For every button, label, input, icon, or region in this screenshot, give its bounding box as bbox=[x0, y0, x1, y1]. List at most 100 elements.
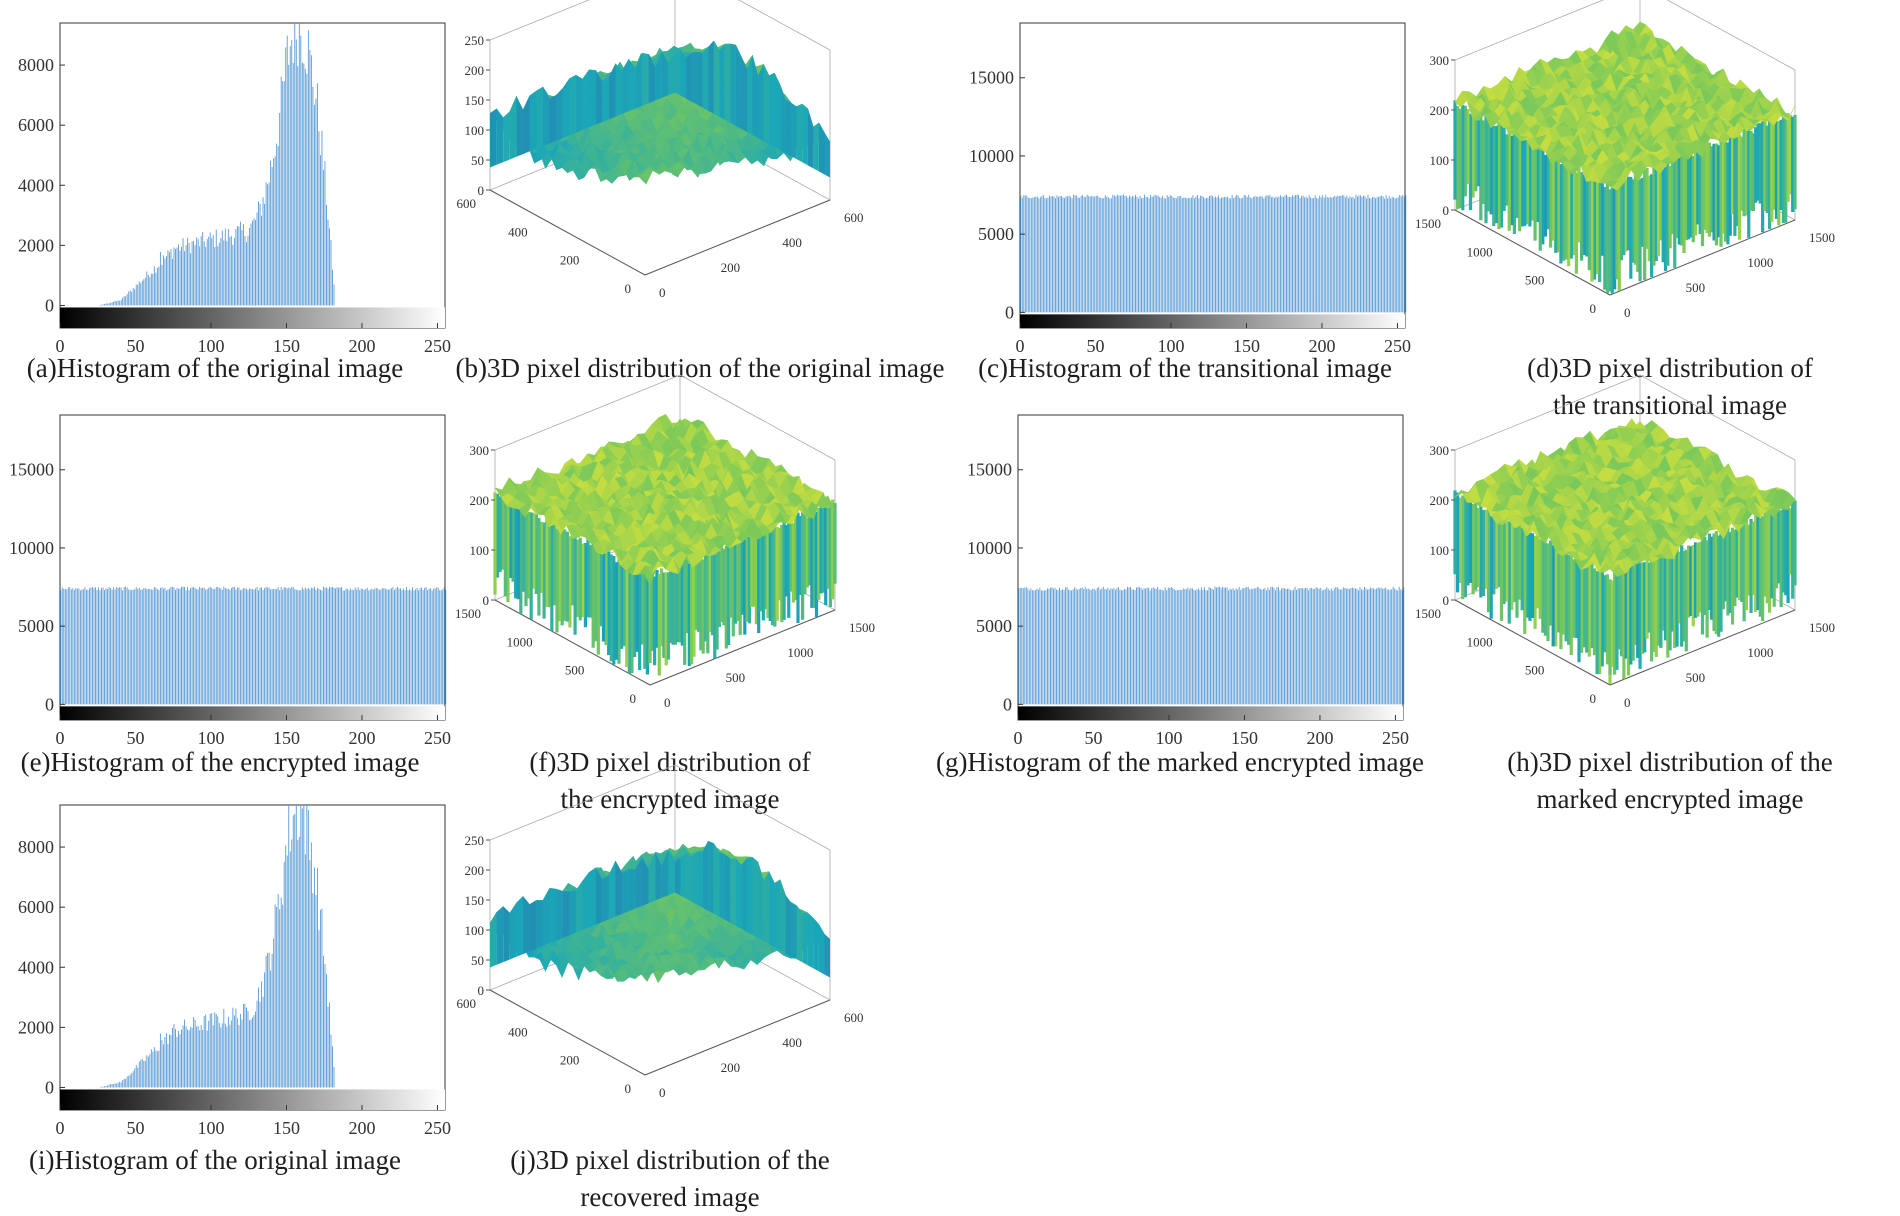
y-axis-tick-label: 1500 bbox=[849, 620, 875, 635]
caption-h-line-1: (h)3D pixel distribution of the bbox=[1507, 747, 1832, 777]
caption-d: (d)3D pixel distribution of the transitio… bbox=[1460, 350, 1880, 424]
y-tick-label: 8000 bbox=[18, 55, 54, 75]
y-axis-tick-label: 600 bbox=[844, 1010, 864, 1025]
x-tick-label: 0 bbox=[56, 1118, 65, 1138]
y-tick-label: 10000 bbox=[967, 538, 1012, 558]
y-axis-tick-label: 500 bbox=[1686, 670, 1706, 685]
caption-a: (a)Histogram of the original image bbox=[5, 350, 425, 387]
y-axis-tick-label: 0 bbox=[1624, 695, 1631, 710]
caption-b-line-1: (b)3D pixel distribution of the original… bbox=[456, 353, 945, 383]
x-axis-tick-label: 500 bbox=[1525, 663, 1545, 678]
z-tick-label: 200 bbox=[465, 863, 485, 878]
surface-mesh bbox=[490, 41, 830, 184]
caption-j: (j)3D pixel distribution of the recovered… bbox=[460, 1142, 880, 1216]
y-tick-label: 15000 bbox=[967, 460, 1012, 480]
caption-b: (b)3D pixel distribution of the original… bbox=[440, 350, 960, 387]
y-tick-label: 0 bbox=[1003, 694, 1012, 714]
y-axis-tick-label: 1000 bbox=[787, 645, 813, 660]
y-tick-label: 4000 bbox=[18, 175, 54, 195]
z-tick-label: 200 bbox=[470, 493, 490, 508]
z-tick-label: 100 bbox=[465, 123, 485, 138]
caption-h: (h)3D pixel distribution of the marked en… bbox=[1460, 744, 1880, 818]
y-tick-label: 10000 bbox=[969, 146, 1014, 166]
y-tick-label: 4000 bbox=[18, 957, 54, 977]
x-axis-tick-label: 1500 bbox=[1415, 216, 1441, 231]
grayscale-colorbar bbox=[60, 307, 445, 328]
y-tick-label: 5000 bbox=[978, 224, 1014, 244]
y-tick-label: 6000 bbox=[18, 897, 54, 917]
z-tick-label: 0 bbox=[1443, 203, 1450, 218]
y-axis-tick-label: 1000 bbox=[1747, 255, 1773, 270]
y-axis-tick-label: 0 bbox=[1624, 305, 1631, 320]
y-tick-label: 0 bbox=[45, 694, 54, 714]
x-axis-tick-label: 1500 bbox=[455, 606, 481, 621]
x-axis-tick-label: 0 bbox=[1590, 691, 1597, 706]
z-tick-label: 200 bbox=[1430, 103, 1450, 118]
y-tick-label: 8000 bbox=[18, 837, 54, 857]
y-tick-label: 2000 bbox=[18, 1017, 54, 1037]
z-tick-label: 150 bbox=[465, 93, 485, 108]
x-axis-tick-label: 0 bbox=[630, 691, 637, 706]
x-tick-label: 150 bbox=[273, 1118, 300, 1138]
grayscale-colorbar bbox=[60, 1089, 445, 1110]
x-axis-tick-label: 0 bbox=[625, 281, 632, 296]
x-axis-tick-label: 1000 bbox=[1467, 634, 1493, 649]
caption-j-line-2: recovered image bbox=[580, 1182, 759, 1212]
surface-mesh bbox=[1455, 22, 1795, 294]
x-axis-tick-label: 400 bbox=[508, 224, 528, 239]
z-tick-label: 0 bbox=[478, 183, 485, 198]
caption-d-line-1: (d)3D pixel distribution of bbox=[1527, 353, 1813, 383]
x-axis-tick-label: 200 bbox=[560, 1053, 580, 1068]
z-tick-label: 250 bbox=[465, 833, 485, 848]
y-tick-label: 0 bbox=[45, 295, 54, 315]
y-axis-tick-label: 0 bbox=[659, 1085, 666, 1100]
caption-j-line-1: (j)3D pixel distribution of the bbox=[510, 1145, 829, 1175]
z-tick-label: 200 bbox=[1430, 493, 1450, 508]
z-tick-label: 50 bbox=[471, 953, 484, 968]
x-axis-tick-label: 1000 bbox=[507, 634, 533, 649]
caption-g: (g)Histogram of the marked encrypted ima… bbox=[915, 744, 1445, 781]
caption-e: (e)Histogram of the encrypted image bbox=[5, 744, 435, 781]
y-tick-label: 5000 bbox=[18, 616, 54, 636]
z-tick-label: 100 bbox=[1430, 543, 1450, 558]
z-tick-label: 300 bbox=[1430, 53, 1450, 68]
x-axis-tick-label: 0 bbox=[625, 1081, 632, 1096]
y-tick-label: 10000 bbox=[9, 538, 54, 558]
x-axis-tick-label: 0 bbox=[1590, 301, 1597, 316]
x-axis-tick-label: 400 bbox=[508, 1024, 528, 1039]
z-tick-label: 50 bbox=[471, 153, 484, 168]
caption-h-line-2: marked encrypted image bbox=[1537, 784, 1804, 814]
caption-c: (c)Histogram of the transitional image bbox=[960, 350, 1410, 387]
x-axis-tick-label: 1500 bbox=[1415, 606, 1441, 621]
y-axis-tick-label: 600 bbox=[844, 210, 864, 225]
grayscale-colorbar bbox=[1018, 706, 1403, 720]
grayscale-colorbar bbox=[1020, 314, 1405, 328]
z-tick-label: 0 bbox=[478, 983, 485, 998]
x-tick-label: 250 bbox=[424, 1118, 451, 1138]
caption-f-line-2: the encrypted image bbox=[561, 784, 780, 814]
caption-d-line-2: the transitional image bbox=[1553, 390, 1787, 420]
x-axis-tick-label: 1000 bbox=[1467, 244, 1493, 259]
z-tick-label: 100 bbox=[1430, 153, 1450, 168]
y-tick-label: 15000 bbox=[9, 460, 54, 480]
x-axis-tick-label: 500 bbox=[1525, 273, 1545, 288]
surface-mesh bbox=[1455, 419, 1795, 684]
y-axis-tick-label: 200 bbox=[721, 1060, 741, 1075]
z-tick-label: 100 bbox=[465, 923, 485, 938]
z-tick-label: 200 bbox=[465, 63, 485, 78]
surface-mesh bbox=[495, 414, 835, 675]
z-tick-label: 100 bbox=[470, 543, 490, 558]
z-tick-label: 0 bbox=[1443, 593, 1450, 608]
y-axis-tick-label: 0 bbox=[659, 285, 666, 300]
x-axis-tick-label: 600 bbox=[457, 996, 477, 1011]
y-tick-label: 15000 bbox=[969, 68, 1014, 88]
y-axis-tick-label: 1500 bbox=[1809, 620, 1835, 635]
z-tick-label: 250 bbox=[465, 33, 485, 48]
